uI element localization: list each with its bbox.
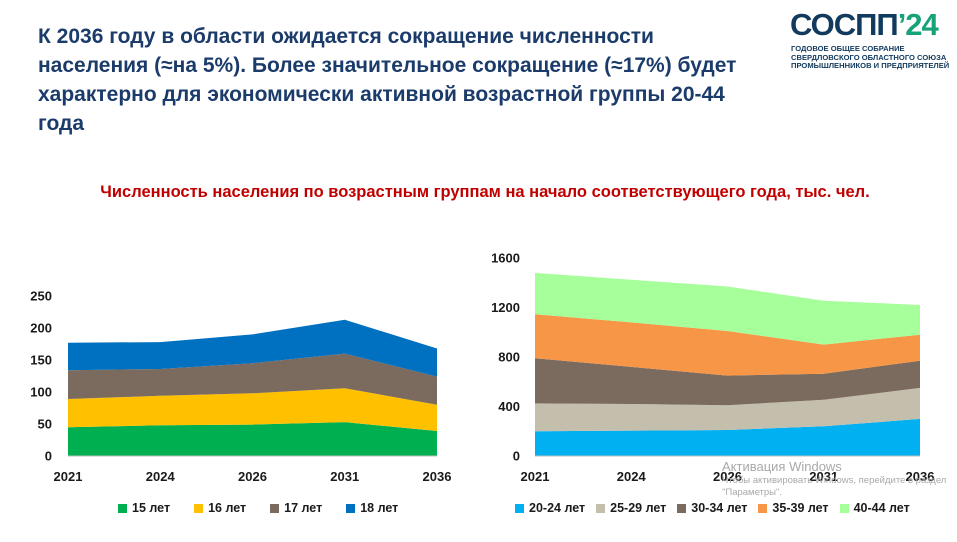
logo-subtitle: ГОДОВОЕ ОБЩЕЕ СОБРАНИЕ СВЕРДЛОВСКОГО ОБЛ…	[791, 44, 950, 71]
legend-label: 35-39 лет	[772, 501, 829, 515]
legend-swatch	[839, 503, 849, 513]
legend-swatch	[677, 503, 687, 513]
legend-label: 17 лет	[284, 501, 323, 515]
youth-age-chart: 0 50 100 150 200 250 2021 2024 2026 2031 2036	[30, 289, 451, 485]
x-tick-label: 2026	[713, 469, 742, 484]
legend-swatch	[596, 503, 606, 513]
area-series-18-лет	[68, 319, 437, 377]
area-series-16-лет	[68, 388, 437, 431]
area-series-35-39-лет	[535, 314, 920, 376]
x-tick-label: 2024	[617, 469, 647, 484]
legend-item-16-лет: 16 лет	[194, 501, 246, 515]
legend-label: 15 лет	[132, 501, 171, 515]
youth-age-legend: 15 лет 16 лет 17 лет 18 лет	[118, 501, 422, 515]
legend-label: 40-44 лет	[853, 501, 910, 515]
y-tick-label: 0	[513, 449, 520, 464]
legend-label: 25-29 лет	[610, 501, 667, 515]
legend-swatch	[758, 503, 768, 513]
legend-swatch	[270, 503, 280, 513]
windows-activation-watermark: Активация Windows Чтобы активировать Win…	[722, 458, 952, 499]
y-tick-label: 0	[45, 449, 52, 464]
logo-word-accent: ’24	[897, 7, 939, 42]
y-tick-label: 100	[30, 385, 52, 400]
legend-item-17-лет: 17 лет	[270, 501, 322, 515]
legend-item-25-29-лет: 25-29 лет	[596, 501, 666, 515]
x-tick-label: 2036	[423, 469, 452, 484]
area-series-30-34-лет	[535, 358, 920, 406]
legend-label: 20-24 лет	[529, 501, 586, 515]
working-age-chart: 0 400 800 1200 1600 2021 2024 2026 2031 2036	[491, 251, 934, 485]
watermark-title: Активация Windows	[722, 459, 842, 474]
area-series-40-44-лет	[535, 272, 920, 345]
chart-subtitle: Численность населения по возрастным груп…	[100, 183, 870, 201]
y-tick-label: 400	[498, 399, 520, 414]
y-tick-label: 200	[30, 321, 52, 336]
y-tick-label: 50	[38, 417, 52, 432]
x-tick-label: 2036	[906, 469, 935, 484]
sospp-logo: СОСПП’24 ГОДОВОЕ ОБЩЕЕ СОБРАНИЕ СВЕРДЛОВ…	[790, 6, 955, 96]
area-series-15-лет	[68, 422, 437, 456]
legend-label: 18 лет	[360, 501, 399, 515]
x-tick-label: 2021	[54, 469, 83, 484]
y-tick-label: 150	[30, 353, 52, 368]
legend-item-35-39-лет: 35-39 лет	[758, 501, 829, 515]
legend-item-18-лет: 18 лет	[346, 501, 398, 515]
x-tick-label: 2026	[238, 469, 267, 484]
area-series-20-24-лет	[535, 418, 920, 456]
legend-swatch	[346, 503, 356, 513]
legend-item-30-34-лет: 30-34 лет	[677, 501, 747, 515]
x-tick-label: 2031	[809, 469, 838, 484]
y-tick-label: 1600	[491, 251, 520, 266]
area-series-17-лет	[68, 353, 437, 405]
legend-label: 16 лет	[208, 501, 247, 515]
legend-item-20-24-лет: 20-24 лет	[515, 501, 585, 515]
logo-word-main: СОСПП	[790, 7, 899, 42]
legend-item-15-лет: 15 лет	[118, 501, 170, 515]
area-series-25-29-лет	[535, 387, 920, 432]
slide-headline: К 2036 году в области ожидается сокращен…	[38, 25, 737, 135]
legend-label: 30-34 лет	[691, 501, 748, 515]
y-tick-label: 800	[498, 350, 520, 365]
x-tick-label: 2024	[146, 469, 176, 484]
legend-swatch	[118, 503, 127, 513]
y-tick-label: 1200	[491, 300, 520, 315]
legend-item-40-44-лет: 40-44 лет	[839, 501, 910, 515]
legend-swatch	[194, 503, 204, 513]
legend-swatch	[515, 503, 524, 513]
y-tick-label: 250	[30, 289, 52, 304]
x-tick-label: 2021	[521, 469, 550, 484]
logo-wordmark: СОСПП’24	[790, 6, 939, 44]
watermark-subtitle: Чтобы активировать Windows, перейдите в …	[722, 475, 947, 498]
working-age-legend: 20-24 лет 25-29 лет 30-34 лет 35-39 лет 40-4…	[515, 501, 921, 515]
x-tick-label: 2031	[330, 469, 359, 484]
